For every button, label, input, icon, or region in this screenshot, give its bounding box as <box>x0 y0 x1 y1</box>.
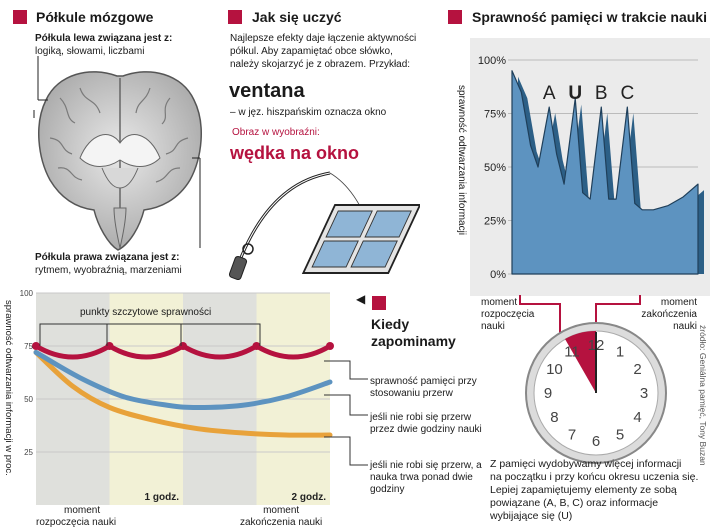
learn-body-3: należy skojarzyć je z obrazem. Przykład: <box>230 59 411 70</box>
memory-ytick-label: 0% <box>490 269 506 281</box>
forget-title-line-1: Kiedy <box>371 316 410 332</box>
forget-series-two-hours <box>33 349 333 410</box>
right-hemisphere-label: Półkula prawa związana jest z: <box>35 252 180 263</box>
legend-breaks: sprawność pamięci przy stosowaniu przerw <box>370 376 477 399</box>
forget-peak-point <box>326 342 334 350</box>
caption-line-3: Lepiej zapamiętujemy elementy ze sobą <box>490 484 677 496</box>
example-word: ventana <box>229 80 305 102</box>
learn-body-1: Najlepsze efekty daje łączenie aktywnośc… <box>230 33 417 44</box>
right-hemisphere-text: rytmem, wyobraźnią, marzeniami <box>35 265 182 276</box>
forget-ytick-label: 100 <box>20 289 34 298</box>
memory-title: Sprawność pamięci w trakcie nauki <box>472 9 707 25</box>
clock-number: 2 <box>633 361 641 378</box>
learn-title-marker <box>228 10 242 24</box>
forget-peak-point <box>252 342 261 350</box>
legend-long: jeśli nie robi się przerw, a nauka trwa … <box>370 460 482 495</box>
forget-xtick-label: 1 godz. <box>145 492 180 503</box>
clock-number: 3 <box>640 385 648 402</box>
learn-title: Jak się uczyć <box>252 9 342 25</box>
memory-peak-label: C <box>620 83 634 104</box>
clock-number: 8 <box>550 409 558 426</box>
caption-line-2: na początku i przy końcu okresu uczenia … <box>490 471 699 483</box>
forget-yaxis-label: sprawność odtwarzania informacji w proc. <box>3 300 14 476</box>
caption-line-4: powiązane (A, B, C) oraz informacje <box>490 497 659 509</box>
forget-ytick-label: 75 <box>24 342 33 351</box>
forget-x-end: moment zakończenia nauki <box>240 505 322 529</box>
memory-ytick-label: 75% <box>484 109 506 121</box>
memory-end-label: moment zakończenia nauki <box>630 297 697 333</box>
memory-start-line-3: nauki <box>481 321 505 332</box>
clock-pointer-lines <box>519 295 641 335</box>
memory-caption: Z pamięci wydobywamy więcej informacji n… <box>490 458 698 523</box>
memory-title-marker <box>448 10 462 24</box>
clock-number: 1 <box>616 343 624 360</box>
brain-title: Półkule mózgowe <box>36 9 154 25</box>
x-end-line-1: moment <box>263 505 300 516</box>
memory-peak-label: B <box>595 83 608 104</box>
source-credit: źródło: Geniálna pamięć, Tony Buzan <box>698 325 708 466</box>
clock-red-sector <box>565 330 596 393</box>
memory-yaxis-label: sprawność odtwarzania informacji <box>456 85 467 236</box>
forget-ytick-label: 50 <box>24 395 33 404</box>
memory-peak-label: U <box>568 83 582 104</box>
clock-number: 5 <box>616 427 624 444</box>
left-hemisphere-text: logiką, słowami, liczbami <box>35 46 145 57</box>
x-start-line-1: moment <box>64 505 101 516</box>
forget-title-arrow: ◀ <box>356 292 366 306</box>
clock-number: 11 <box>564 343 580 360</box>
forget-x-start: moment rozpoczęcia nauki <box>36 505 116 529</box>
memory-start-line-2: rozpoczęcia <box>481 309 535 320</box>
clock-number: 9 <box>544 385 552 402</box>
legend-pointer-lines <box>324 360 368 466</box>
forget-chart: 100 75 50 25 1 godz. 2 godz. <box>20 289 334 505</box>
caption-line-5: wybijające się (U) <box>490 510 573 522</box>
clock-number: 7 <box>568 427 576 444</box>
x-start-line-2: rozpoczęcia nauki <box>36 517 117 528</box>
fishing-rod-window-illustration <box>228 171 420 281</box>
left-pointer-line <box>37 56 48 101</box>
clock-number: 4 <box>633 409 641 426</box>
image-phrase: wędka na okno <box>230 143 360 163</box>
forget-peak-point <box>32 342 40 350</box>
memory-ytick-label: 100% <box>478 55 506 67</box>
peak-pointer-lines <box>39 323 261 346</box>
clock-number: 10 <box>546 361 563 378</box>
brain-title-marker <box>13 10 27 24</box>
left-hemisphere-label: Półkula lewa związana jest z: <box>35 33 173 44</box>
example-meaning: – w jęz. hiszpańskim oznacza okno <box>230 107 387 118</box>
image-label: Obraz w wyobraźni: <box>232 127 320 138</box>
memory-end-line-2: zakończenia <box>641 309 697 320</box>
clock-number: 6 <box>592 433 600 450</box>
legend-two-hours: jeśli nie robi się przerw przez dwie god… <box>370 412 482 435</box>
memory-start-label: moment rozpoczęcia nauki <box>481 297 534 333</box>
caption-line-1: Z pamięci wydobywamy więcej informacji <box>490 458 682 470</box>
x-end-line-2: zakończenia nauki <box>240 517 323 528</box>
forget-title-line-2: zapominamy <box>371 333 456 349</box>
memory-end-line-1: moment <box>660 297 697 308</box>
memory-area <box>511 70 699 275</box>
memory-peak-label: A <box>543 83 556 104</box>
memory-start-line-1: moment <box>481 297 518 308</box>
forget-xtick-label: 2 godz. <box>292 492 327 503</box>
memory-end-line-3: nauki <box>673 321 697 332</box>
forget-series-long <box>33 349 333 438</box>
memory-ytick-label: 50% <box>484 162 506 174</box>
learn-body-2: półkul. Aby zapamiętać obce słówko, <box>230 46 393 57</box>
brain-illustration <box>33 71 202 251</box>
memory-ytick-label: 25% <box>484 216 506 228</box>
forget-ytick-label: 25 <box>24 448 33 457</box>
forget-title: Kiedy zapominamy <box>371 316 456 350</box>
forget-title-marker <box>372 296 386 310</box>
peak-label: punkty szczytowe sprawności <box>80 307 212 318</box>
